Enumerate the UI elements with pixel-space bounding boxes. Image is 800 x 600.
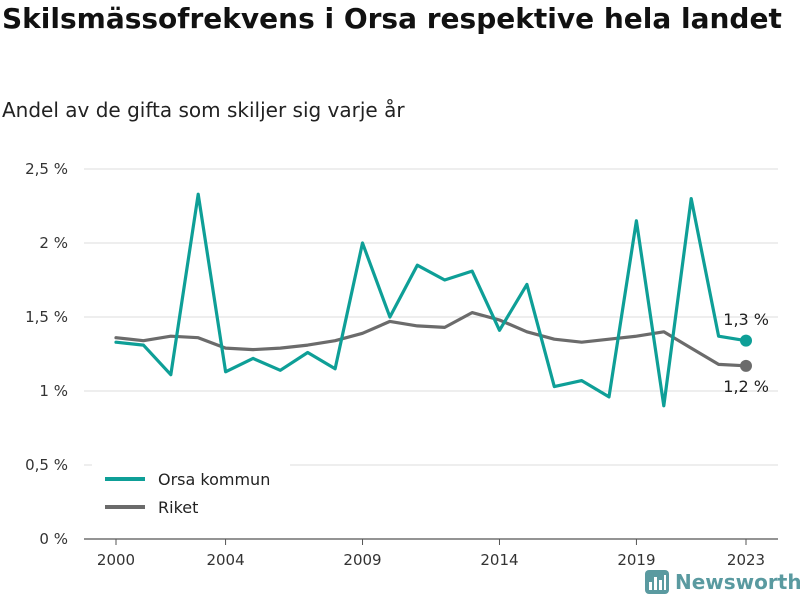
y-tick-label: 0 % — [39, 530, 68, 548]
y-tick-label: 2,5 % — [25, 160, 68, 178]
brand-name: Newsworthy — [675, 570, 800, 594]
end-label-riket: 1,2 % — [723, 377, 769, 396]
end-point-orsa — [740, 334, 752, 347]
legend-label-orsa: Orsa kommun — [158, 470, 270, 489]
x-tick-label: 2019 — [617, 551, 655, 569]
bar-chart-icon — [645, 570, 669, 594]
series-line-orsa — [114, 192, 748, 408]
end-label-orsa: 1,3 % — [723, 310, 769, 329]
x-axis: 2000 2004 2009 2014 2019 2023 — [97, 539, 765, 569]
x-tick-label: 2009 — [343, 551, 381, 569]
series-layer — [114, 192, 752, 408]
legend-background — [92, 463, 290, 527]
y-tick-label: 0,5 % — [25, 456, 68, 474]
end-labels: 1,3 % 1,2 % — [723, 310, 769, 396]
y-tick-label: 2 % — [39, 234, 68, 252]
y-tick-label: 1 % — [39, 382, 68, 400]
end-point-riket — [740, 359, 752, 372]
y-tick-label: 1,5 % — [25, 308, 68, 326]
chart-subtitle: Andel av de gifta som skiljer sig varje … — [2, 98, 405, 122]
x-tick-label: 2004 — [206, 551, 244, 569]
y-axis: 0 % 0,5 % 1 % 1,5 % 2 % 2,5 % — [25, 160, 68, 548]
x-tick-label: 2014 — [480, 551, 518, 569]
legend-label-riket: Riket — [158, 498, 198, 517]
legend: Orsa kommun Riket — [92, 463, 290, 527]
chart-title: Skilsmässofrekvens i Orsa respektive hel… — [2, 2, 782, 35]
brand-logo: Newsworthy — [645, 570, 800, 594]
x-tick-label: 2023 — [727, 551, 765, 569]
x-tick-label: 2000 — [97, 551, 135, 569]
